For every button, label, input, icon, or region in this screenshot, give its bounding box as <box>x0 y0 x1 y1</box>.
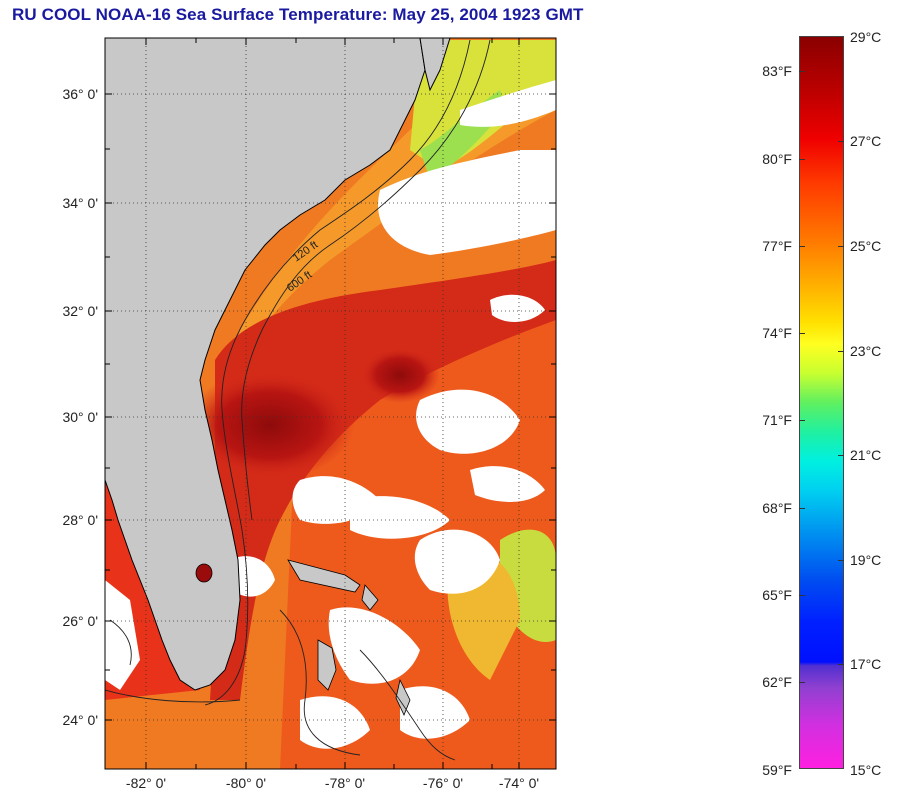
colorbar-tick <box>838 246 844 247</box>
colorbar-tick <box>799 71 805 72</box>
celsius-label-29: 29°C <box>850 29 882 45</box>
celsius-label-25: 25°C <box>850 238 882 254</box>
lat-label-36: 36° 0' <box>62 86 98 102</box>
colorbar-tick <box>838 664 844 665</box>
bathymetry-contours <box>105 39 491 761</box>
colorbar-tick <box>799 333 805 334</box>
lat-label-24: 24° 0' <box>62 712 98 728</box>
colorbar-tick <box>838 455 844 456</box>
outer-banks <box>419 38 451 92</box>
map-frame <box>104 37 557 770</box>
lon-label-82: -82° 0' <box>126 775 166 791</box>
lake-okeechobee <box>195 563 213 583</box>
fahrenheit-label-59: 59°F <box>762 762 792 778</box>
gulf-stream-eddy <box>360 347 440 403</box>
lat-label-30: 30° 0' <box>62 409 98 425</box>
fahrenheit-label-71: 71°F <box>762 412 792 428</box>
fahrenheit-label-83: 83°F <box>762 63 792 79</box>
lat-label-26: 26° 0' <box>62 613 98 629</box>
colorbar-tick <box>799 420 805 421</box>
colorbar-tick <box>838 141 844 142</box>
celsius-label-23: 23°C <box>850 343 882 359</box>
colorbar-tick <box>838 560 844 561</box>
fahrenheit-label-65: 65°F <box>762 587 792 603</box>
cloud-mask <box>105 80 556 749</box>
lat-label-32: 32° 0' <box>62 303 98 319</box>
fahrenheit-label-74: 74°F <box>762 325 792 341</box>
axis-ticks <box>105 38 556 769</box>
celsius-label-27: 27°C <box>850 133 882 149</box>
lat-label-34: 34° 0' <box>62 195 98 211</box>
celsius-label-17: 17°C <box>850 656 882 672</box>
fahrenheit-label-62: 62°F <box>762 674 792 690</box>
land-southeast-us <box>105 38 426 691</box>
colorbar-tick <box>799 682 805 683</box>
lon-label-80: -80° 0' <box>226 775 266 791</box>
colorbar-tick <box>838 351 844 352</box>
celsius-label-21: 21°C <box>850 447 882 463</box>
colorbar-tick <box>799 595 805 596</box>
lon-label-74: -74° 0' <box>499 775 539 791</box>
colorbar-tick <box>799 508 805 509</box>
celsius-label-19: 19°C <box>850 552 882 568</box>
fahrenheit-label-80: 80°F <box>762 151 792 167</box>
lon-label-76: -76° 0' <box>423 775 463 791</box>
color-bar <box>799 36 844 769</box>
fahrenheit-label-68: 68°F <box>762 500 792 516</box>
lat-label-28: 28° 0' <box>62 512 98 528</box>
colorbar-tick <box>799 246 805 247</box>
chart-title: RU COOL NOAA-16 Sea Surface Temperature:… <box>12 5 584 24</box>
celsius-label-15: 15°C <box>850 762 882 778</box>
gulf-stream <box>210 260 556 700</box>
fahrenheit-label-77: 77°F <box>762 238 792 254</box>
colorbar-tick <box>799 159 805 160</box>
lon-label-78: -78° 0' <box>325 775 365 791</box>
bahamas-islands <box>287 559 411 717</box>
